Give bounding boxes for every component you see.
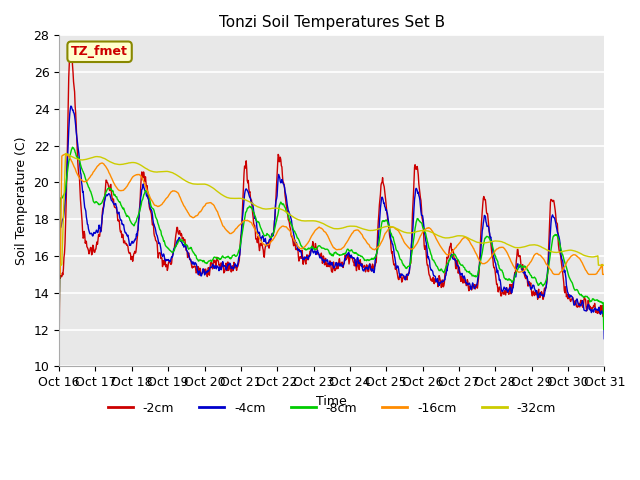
-4cm xyxy=(491,259,499,265)
-4cm xyxy=(55,332,63,337)
-16cm xyxy=(62,151,70,157)
-4cm xyxy=(268,230,276,236)
-16cm xyxy=(520,268,527,274)
-16cm xyxy=(491,248,499,254)
-16cm xyxy=(320,228,328,234)
Text: TZ_fmet: TZ_fmet xyxy=(71,45,128,58)
-32cm xyxy=(232,195,240,201)
-2cm xyxy=(520,270,527,276)
Line: -2cm: -2cm xyxy=(59,45,604,348)
Line: -4cm: -4cm xyxy=(59,106,604,339)
-8cm xyxy=(520,264,527,270)
-32cm xyxy=(520,244,527,250)
-8cm xyxy=(232,253,240,259)
-32cm xyxy=(268,205,276,211)
-4cm xyxy=(320,260,328,265)
-8cm xyxy=(600,327,608,333)
-4cm xyxy=(66,110,74,116)
-2cm xyxy=(600,308,608,314)
X-axis label: Time: Time xyxy=(316,395,347,408)
-8cm xyxy=(268,232,276,238)
-4cm xyxy=(67,103,75,109)
-2cm xyxy=(66,48,74,53)
-2cm xyxy=(67,42,74,48)
-2cm xyxy=(491,267,499,273)
-2cm xyxy=(55,345,63,351)
-32cm xyxy=(67,153,74,159)
-8cm xyxy=(55,327,63,333)
-16cm xyxy=(232,226,240,231)
-4cm xyxy=(600,336,608,342)
Legend: -2cm, -4cm, -8cm, -16cm, -32cm: -2cm, -4cm, -8cm, -16cm, -32cm xyxy=(102,396,561,420)
-32cm xyxy=(320,221,328,227)
-16cm xyxy=(55,272,63,277)
-4cm xyxy=(520,268,527,274)
-32cm xyxy=(55,262,63,268)
-2cm xyxy=(268,233,276,239)
Line: -32cm: -32cm xyxy=(59,154,604,265)
-16cm xyxy=(268,238,276,243)
-32cm xyxy=(600,262,608,268)
-4cm xyxy=(232,263,240,269)
-2cm xyxy=(232,264,240,270)
-2cm xyxy=(320,256,328,262)
-8cm xyxy=(68,144,76,150)
-8cm xyxy=(491,253,499,259)
-8cm xyxy=(320,246,328,252)
Line: -8cm: -8cm xyxy=(59,147,604,330)
Line: -16cm: -16cm xyxy=(59,154,604,275)
-32cm xyxy=(491,238,499,244)
-32cm xyxy=(61,151,69,156)
-16cm xyxy=(67,156,74,162)
-8cm xyxy=(66,154,74,159)
-16cm xyxy=(600,272,608,277)
Y-axis label: Soil Temperature (C): Soil Temperature (C) xyxy=(15,137,28,265)
Title: Tonzi Soil Temperatures Set B: Tonzi Soil Temperatures Set B xyxy=(219,15,445,30)
